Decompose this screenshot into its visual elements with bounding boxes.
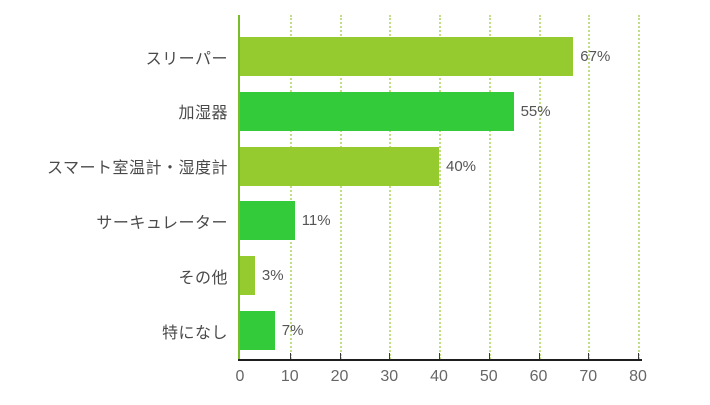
x-tick-label: 40 bbox=[430, 368, 448, 385]
bar-row: 加湿器 55% bbox=[0, 91, 551, 131]
x-tick-label: 70 bbox=[579, 368, 598, 385]
gridline bbox=[289, 15, 292, 359]
tick-mark bbox=[289, 353, 291, 359]
y-axis-line bbox=[238, 15, 240, 360]
gridline bbox=[588, 15, 591, 359]
gridline bbox=[538, 15, 541, 359]
tick-mark bbox=[638, 353, 639, 359]
x-axis-line bbox=[238, 359, 642, 361]
value-label: 55% bbox=[520, 102, 551, 120]
gridline bbox=[638, 15, 640, 359]
x-tick-label: 60 bbox=[529, 368, 548, 385]
x-tick-label: 20 bbox=[330, 368, 349, 385]
tick-mark bbox=[389, 353, 391, 359]
bar-row: サーキュレーター 11% bbox=[0, 201, 331, 241]
x-tick-label: 10 bbox=[280, 368, 299, 385]
value-label: 11% bbox=[301, 212, 331, 230]
category-label: スリーパー bbox=[145, 50, 228, 68]
x-tick-label: 50 bbox=[479, 368, 498, 385]
gridline bbox=[488, 15, 491, 359]
tick-mark bbox=[488, 353, 490, 359]
category-label: その他 bbox=[178, 269, 228, 287]
bar bbox=[240, 91, 514, 131]
tick-mark bbox=[439, 353, 440, 359]
x-axis-labels: 0 10 20 30 40 50 60 70 80 bbox=[236, 368, 647, 390]
bar bbox=[240, 37, 574, 76]
bar-row: スマート室温計・湿度計 40% bbox=[0, 146, 477, 186]
tick-mark bbox=[588, 353, 590, 359]
x-tick-label: 80 bbox=[629, 368, 647, 385]
gridline bbox=[339, 15, 342, 359]
category-label: サーキュレーター bbox=[96, 214, 228, 232]
bar bbox=[240, 201, 295, 241]
value-label: 67% bbox=[580, 48, 611, 65]
value-label: 3% bbox=[261, 267, 284, 285]
value-label: 7% bbox=[281, 322, 304, 339]
category-label: 加湿器 bbox=[178, 105, 228, 123]
bar-row: スリーパー 67% bbox=[0, 37, 610, 76]
x-tick-label: 30 bbox=[380, 368, 399, 385]
gridline bbox=[439, 15, 441, 359]
gridline bbox=[389, 15, 392, 359]
category-label: 特になし bbox=[161, 324, 228, 342]
bar-row: その他 3% bbox=[0, 256, 284, 296]
x-tick-label: 0 bbox=[235, 368, 245, 385]
value-label: 40% bbox=[446, 157, 477, 175]
category-label: スマート室温計・湿度計 bbox=[46, 160, 228, 178]
bar bbox=[240, 146, 439, 186]
tick-mark bbox=[339, 353, 341, 359]
tick-mark bbox=[538, 353, 540, 359]
bar bbox=[240, 256, 255, 296]
bar bbox=[240, 311, 275, 350]
plot-area bbox=[240, 15, 640, 359]
bar-row: 特になし 7% bbox=[0, 311, 303, 350]
